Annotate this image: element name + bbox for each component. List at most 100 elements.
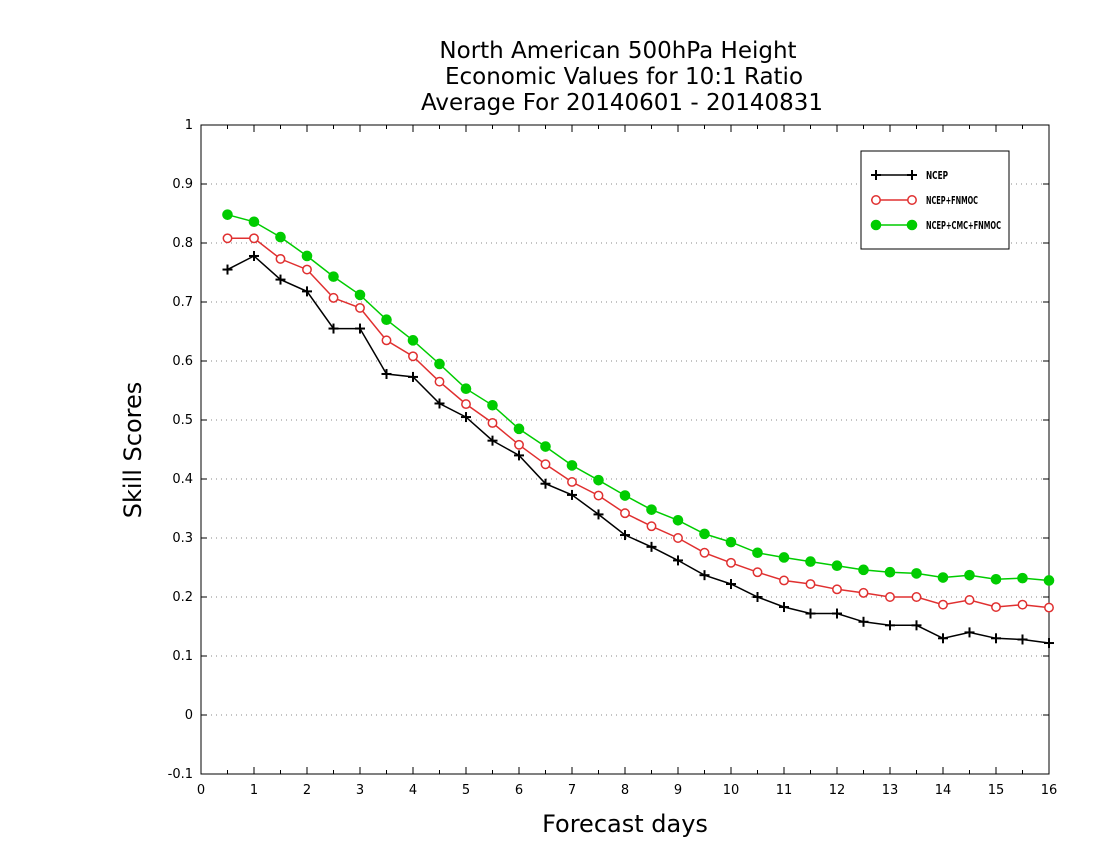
series-line-ncep-cmc-fnmoc bbox=[227, 213, 1050, 582]
x-tick-label: 6 bbox=[515, 783, 523, 798]
legend-marker bbox=[871, 170, 881, 180]
legend-marker bbox=[871, 195, 881, 205]
data-point-ncep-fnmoc bbox=[408, 351, 418, 362]
y-axis-label: Skill Scores bbox=[119, 382, 147, 519]
data-point-ncep bbox=[805, 608, 816, 619]
y-tick-label: -0.1 bbox=[168, 767, 193, 782]
data-point-ncep-cmc-fnmoc bbox=[1017, 572, 1028, 584]
data-point-ncep bbox=[752, 592, 763, 602]
data-point-ncep bbox=[249, 250, 259, 261]
data-point-ncep bbox=[222, 264, 233, 275]
y-tick-label: 0.5 bbox=[172, 413, 193, 428]
data-point-ncep bbox=[275, 274, 286, 285]
legend-label: NCEP bbox=[926, 169, 948, 182]
y-tick-label: 0 bbox=[185, 708, 193, 723]
data-point-ncep-fnmoc bbox=[964, 595, 975, 605]
data-point-ncep bbox=[434, 398, 445, 409]
title-line-3: Average For 20140601 - 20140831 bbox=[421, 90, 823, 116]
data-point-ncep-cmc-fnmoc bbox=[646, 504, 657, 515]
x-tick-label: 0 bbox=[197, 783, 205, 798]
series-line-ncep bbox=[227, 255, 1050, 644]
data-point-ncep-cmc-fnmoc bbox=[222, 209, 233, 220]
data-point-ncep-fnmoc bbox=[302, 264, 312, 275]
data-point-ncep bbox=[567, 489, 577, 500]
data-point-ncep-cmc-fnmoc bbox=[275, 231, 286, 243]
data-point-ncep-fnmoc bbox=[646, 521, 657, 532]
data-point-ncep-cmc-fnmoc bbox=[752, 547, 763, 559]
data-point-ncep-cmc-fnmoc bbox=[619, 490, 631, 501]
data-point-ncep-fnmoc bbox=[593, 490, 604, 501]
x-tick-label: 4 bbox=[409, 783, 417, 798]
data-point-ncep bbox=[673, 555, 683, 566]
y-tick-label: 0.3 bbox=[172, 531, 193, 546]
x-tick-label: 14 bbox=[935, 783, 952, 798]
data-point-ncep-fnmoc bbox=[911, 592, 922, 602]
y-tick-label: 0.1 bbox=[172, 649, 193, 664]
data-point-ncep-cmc-fnmoc bbox=[593, 474, 604, 486]
plot-series bbox=[222, 209, 1055, 649]
data-point-ncep bbox=[381, 368, 392, 379]
y-tick-label: 0.4 bbox=[172, 472, 193, 487]
y-tick-label: 1 bbox=[185, 118, 193, 133]
data-point-ncep-cmc-fnmoc bbox=[937, 572, 949, 583]
data-point-ncep-fnmoc bbox=[805, 579, 816, 589]
grid-lines bbox=[201, 183, 1049, 716]
data-point-ncep-cmc-fnmoc bbox=[460, 383, 472, 395]
data-point-ncep bbox=[620, 530, 630, 541]
data-point-ncep bbox=[514, 450, 524, 461]
data-point-ncep bbox=[858, 616, 869, 627]
data-point-ncep bbox=[593, 509, 604, 520]
y-tick-label: 0.8 bbox=[172, 236, 193, 251]
data-point-ncep-cmc-fnmoc bbox=[964, 569, 975, 581]
x-tick-label: 7 bbox=[568, 783, 576, 798]
data-point-ncep-cmc-fnmoc bbox=[699, 528, 710, 540]
data-point-ncep bbox=[832, 608, 842, 619]
legend-marker bbox=[906, 219, 918, 231]
data-point-ncep-cmc-fnmoc bbox=[407, 335, 419, 346]
data-point-ncep bbox=[540, 478, 551, 489]
data-point-ncep bbox=[302, 286, 312, 297]
data-point-ncep bbox=[408, 371, 418, 382]
legend: NCEP NCEP+FNMOC NCEP+CMC+FNMOC bbox=[860, 150, 1010, 250]
legend-label: NCEP+FNMOC bbox=[926, 194, 978, 207]
data-point-ncep bbox=[779, 602, 789, 613]
data-point-ncep-fnmoc bbox=[540, 459, 551, 470]
data-point-ncep-cmc-fnmoc bbox=[566, 460, 578, 471]
data-point-ncep-cmc-fnmoc bbox=[328, 271, 339, 282]
data-point-ncep bbox=[699, 570, 710, 581]
series-ncep bbox=[222, 250, 1054, 649]
data-point-ncep bbox=[885, 620, 895, 631]
data-point-ncep bbox=[726, 579, 736, 590]
data-point-ncep-cmc-fnmoc bbox=[248, 216, 260, 228]
data-point-ncep-fnmoc bbox=[249, 233, 259, 244]
x-tick-label: 8 bbox=[621, 783, 629, 798]
x-tick-label: 3 bbox=[356, 783, 364, 798]
data-point-ncep-cmc-fnmoc bbox=[990, 574, 1002, 585]
title-line-2: Economic Values for 10:1 Ratio bbox=[445, 64, 803, 90]
y-axis: -0.1 0 0.1 0.2 0.3 0.4 0.5 0.6 0.7 0.8 0.9 1 bbox=[168, 118, 1049, 782]
data-point-ncep-fnmoc bbox=[779, 575, 789, 586]
x-tick-label: 12 bbox=[829, 783, 846, 798]
legend-item-ncep: NCEP bbox=[871, 169, 948, 182]
x-tick-label: 5 bbox=[462, 783, 470, 798]
data-point-ncep-cmc-fnmoc bbox=[805, 556, 816, 567]
legend-label: NCEP+CMC+FNMOC bbox=[926, 219, 1001, 232]
x-tick-label: 1 bbox=[250, 783, 258, 798]
data-point-ncep bbox=[487, 435, 498, 446]
data-point-ncep-fnmoc bbox=[222, 233, 233, 244]
data-point-ncep-fnmoc bbox=[938, 599, 948, 610]
data-point-ncep bbox=[991, 633, 1001, 644]
data-point-ncep-fnmoc bbox=[434, 376, 445, 387]
data-point-ncep-fnmoc bbox=[461, 399, 471, 410]
data-point-ncep-cmc-fnmoc bbox=[858, 564, 869, 576]
legend-item-ncep-fnmoc: NCEP+FNMOC bbox=[871, 194, 978, 207]
data-point-ncep-fnmoc bbox=[487, 418, 498, 428]
data-point-ncep-cmc-fnmoc bbox=[513, 423, 525, 435]
data-point-ncep-fnmoc bbox=[355, 302, 365, 313]
series-line-ncep-fnmoc bbox=[227, 237, 1050, 609]
data-point-ncep-cmc-fnmoc bbox=[672, 515, 684, 526]
data-point-ncep-cmc-fnmoc bbox=[911, 568, 922, 579]
data-point-ncep-fnmoc bbox=[726, 557, 736, 568]
y-tick-label: 0.9 bbox=[172, 177, 193, 192]
